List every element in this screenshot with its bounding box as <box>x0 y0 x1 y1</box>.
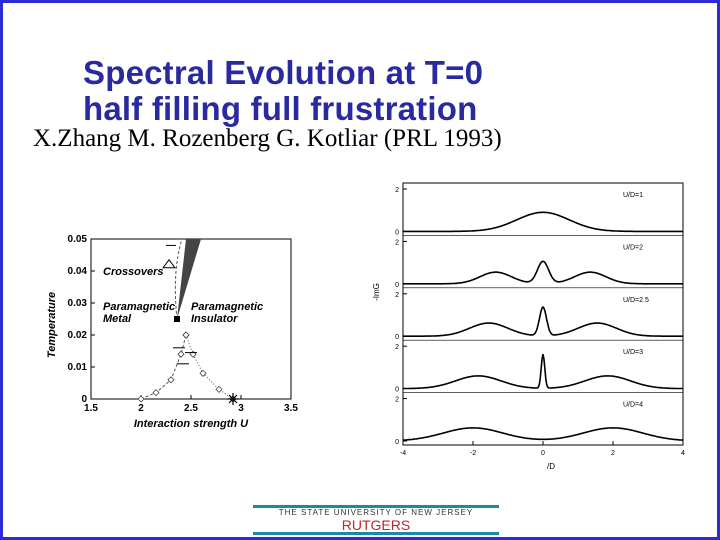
crossover-wedge <box>177 239 201 319</box>
phase-diamond-point <box>167 376 175 384</box>
spectra-y-axis-label: -ImG <box>373 283 381 301</box>
spectral-curve-label: U/D=3 <box>623 349 643 356</box>
spectra-curves: U/D=1 U/D=2 U/D=2.5 U/D=3 U/D=4 <box>402 192 684 441</box>
spectra-x-tick-label: 0 <box>541 450 545 457</box>
phase-y-tick-label: 0.05 <box>68 234 88 245</box>
footer-university: THE STATE UNIVERSITY OF NEW JERSEY <box>278 508 474 517</box>
spectral-curve <box>403 354 683 390</box>
footer-rutgers: RUTGERS <box>341 517 411 533</box>
spectra-y-tick-label: 0 <box>395 282 399 289</box>
phase-x-axis-label: Interaction strength U <box>134 418 249 430</box>
spectral-curve-label: U/D=4 <box>623 402 643 409</box>
spectra-y-tick-label: 0 <box>395 387 399 394</box>
phase-boundary-line <box>185 334 234 400</box>
title-line-2: half filling full frustration <box>83 90 478 127</box>
phase-marks <box>173 316 239 405</box>
annotation-paramagnetic-metal-1: Paramagnetic <box>103 301 175 313</box>
phase-x-tick-label: 1.5 <box>84 403 98 414</box>
phase-diamond-point <box>137 395 145 403</box>
title-line-1: Spectral Evolution at T=0 <box>83 54 484 91</box>
annotation-crossovers: Crossovers <box>103 266 164 278</box>
phase-x-tick-label: 3.5 <box>284 403 298 414</box>
spectra-x-tick-label: 2 <box>611 450 615 457</box>
zero-temperature-star <box>227 393 239 405</box>
annotation-paramagnetic-insulator-1: Paramagnetic <box>191 301 263 313</box>
annotation-paramagnetic-metal-2: Metal <box>103 313 132 325</box>
footer-rule-top <box>253 505 499 508</box>
critical-point-marker <box>174 316 180 322</box>
slide-title: Spectral Evolution at T=0 half filling f… <box>83 55 483 127</box>
phase-curves <box>137 238 237 403</box>
phase-y-tick-label: 0.02 <box>68 330 88 341</box>
phase-diamond-point <box>199 369 207 377</box>
spectral-curve <box>403 260 683 285</box>
spectra-y-tick-label: 0 <box>395 334 399 341</box>
spectra-y-tick-label: 2 <box>395 292 399 299</box>
phase-x-tick-label: 2.5 <box>184 403 198 414</box>
spectra-chart: -4 -2 0 2 4 0 2 0 2 0 2 0 2 0 2 U/D=1 U/D=2 U/D=2.5 U/D=3… <box>373 182 685 471</box>
phase-y-tick-label: 0.03 <box>68 298 88 309</box>
phase-diagram: 1.5 2 2.5 3 3.5 0 0.01 0.02 0.03 0.04 0.05 Tempera… <box>46 234 298 430</box>
spectral-curve <box>403 305 683 337</box>
spectral-curve-label: U/D=2 <box>623 244 643 251</box>
annotation-paramagnetic-insulator-2: Insulator <box>191 313 238 325</box>
authors-citation: X.Zhang M. Rozenberg G. Kotliar (PRL 199… <box>33 125 502 152</box>
phase-x-tick-label: 2 <box>138 403 144 414</box>
spectra-x-tick-label: -2 <box>470 450 476 457</box>
phase-x-tick-label: 3 <box>238 403 244 414</box>
phase-y-axis-label: Temperature <box>46 292 58 358</box>
crossover-triangle <box>162 258 176 269</box>
footer-rule-bottom <box>253 532 499 535</box>
phase-diamond-point <box>215 385 223 393</box>
phase-diamond-point <box>182 331 190 339</box>
spectral-curve-label: U/D=1 <box>623 192 643 199</box>
spectra-y-tick-label: 0 <box>395 229 399 236</box>
phase-y-tick-label: 0.04 <box>68 266 88 277</box>
phase-diamond-point <box>152 389 160 397</box>
phase-y-tick-label: 0 <box>81 394 87 405</box>
spectral-curve-label: U/D=2.5 <box>623 297 649 304</box>
spectra-frame: -4 -2 0 2 4 0 2 0 2 0 2 0 2 0 2 <box>395 182 685 457</box>
spectra-y-tick-label: 2 <box>395 239 399 246</box>
spectra-x-axis-label: /D <box>547 462 555 471</box>
spectra-y-tick-label: 2 <box>395 344 399 351</box>
spectral-curve <box>402 427 684 441</box>
phase-diamond-point <box>177 350 185 358</box>
spectra-x-tick-label: -4 <box>400 450 406 457</box>
phase-y-tick-label: 0.01 <box>68 362 88 373</box>
spectra-y-tick-label: 2 <box>395 397 399 404</box>
spectral-curve <box>403 211 683 233</box>
spectra-y-tick-label: 2 <box>395 187 399 194</box>
spectra-x-tick-label: 4 <box>681 450 685 457</box>
phase-boundary-line <box>140 334 187 400</box>
spectra-y-tick-label: 0 <box>395 439 399 446</box>
